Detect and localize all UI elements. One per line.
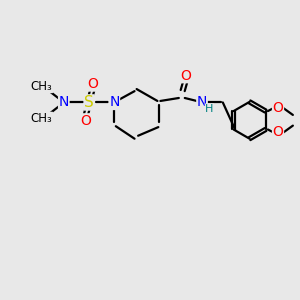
Text: O: O bbox=[180, 69, 191, 83]
Text: S: S bbox=[84, 95, 94, 110]
Text: O: O bbox=[80, 114, 91, 128]
Text: O: O bbox=[273, 101, 283, 115]
Text: CH₃: CH₃ bbox=[31, 112, 52, 125]
Text: O: O bbox=[87, 77, 98, 91]
Text: N: N bbox=[197, 95, 207, 110]
Text: O: O bbox=[273, 125, 283, 140]
Text: N: N bbox=[109, 95, 119, 110]
Text: N: N bbox=[58, 95, 69, 110]
Text: H: H bbox=[205, 104, 214, 114]
Text: CH₃: CH₃ bbox=[31, 80, 52, 93]
